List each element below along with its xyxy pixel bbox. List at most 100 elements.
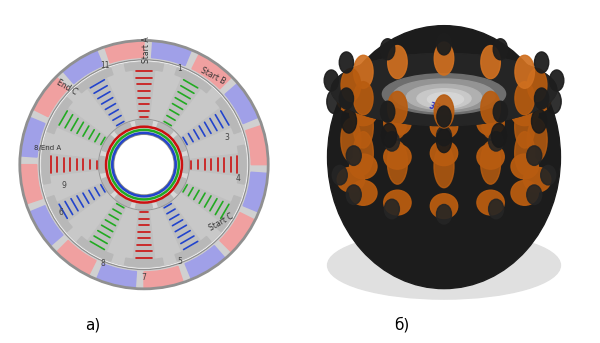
- Ellipse shape: [477, 110, 504, 135]
- Ellipse shape: [535, 52, 549, 73]
- Wedge shape: [86, 76, 127, 131]
- Ellipse shape: [385, 132, 400, 151]
- Wedge shape: [177, 181, 233, 222]
- Ellipse shape: [436, 204, 452, 224]
- Text: Start C: Start C: [208, 212, 235, 233]
- Wedge shape: [161, 76, 202, 131]
- Ellipse shape: [331, 54, 557, 126]
- Ellipse shape: [406, 84, 482, 110]
- Ellipse shape: [511, 154, 538, 179]
- Wedge shape: [125, 258, 163, 267]
- Ellipse shape: [341, 118, 361, 161]
- Wedge shape: [57, 240, 96, 275]
- Ellipse shape: [488, 132, 503, 151]
- Wedge shape: [47, 154, 103, 176]
- Circle shape: [39, 60, 249, 270]
- Ellipse shape: [350, 74, 377, 99]
- Ellipse shape: [417, 89, 471, 108]
- Ellipse shape: [350, 154, 377, 179]
- Ellipse shape: [339, 88, 353, 109]
- Ellipse shape: [380, 39, 395, 60]
- Ellipse shape: [515, 55, 535, 88]
- Wedge shape: [157, 123, 173, 135]
- Circle shape: [98, 119, 190, 210]
- Ellipse shape: [436, 129, 452, 153]
- Ellipse shape: [406, 83, 482, 110]
- Ellipse shape: [353, 55, 373, 88]
- Wedge shape: [102, 177, 115, 193]
- Wedge shape: [175, 237, 211, 261]
- Ellipse shape: [331, 54, 557, 126]
- Wedge shape: [47, 196, 72, 232]
- Ellipse shape: [430, 141, 458, 166]
- Wedge shape: [173, 177, 186, 193]
- Ellipse shape: [515, 82, 535, 115]
- Wedge shape: [105, 42, 144, 63]
- Wedge shape: [144, 267, 183, 288]
- Wedge shape: [55, 181, 111, 222]
- Ellipse shape: [432, 93, 462, 105]
- Wedge shape: [100, 156, 106, 173]
- Text: 6: 6: [59, 209, 64, 217]
- Wedge shape: [64, 51, 103, 84]
- Text: 3: 3: [224, 132, 229, 142]
- Circle shape: [113, 134, 175, 195]
- Ellipse shape: [384, 190, 411, 215]
- Ellipse shape: [434, 145, 454, 188]
- Wedge shape: [136, 203, 152, 209]
- Text: 11: 11: [101, 61, 110, 70]
- Ellipse shape: [515, 105, 535, 148]
- Wedge shape: [30, 206, 63, 245]
- Ellipse shape: [430, 194, 458, 218]
- Wedge shape: [102, 136, 115, 152]
- Wedge shape: [97, 264, 136, 287]
- Text: б): б): [394, 317, 410, 333]
- Wedge shape: [220, 213, 254, 252]
- Ellipse shape: [535, 88, 549, 109]
- Ellipse shape: [546, 90, 561, 114]
- Ellipse shape: [527, 185, 542, 204]
- Ellipse shape: [523, 167, 551, 192]
- Ellipse shape: [341, 69, 361, 102]
- Ellipse shape: [384, 65, 411, 90]
- Wedge shape: [243, 172, 267, 212]
- Text: 8: 8: [100, 260, 105, 269]
- Ellipse shape: [434, 42, 454, 75]
- Wedge shape: [152, 42, 191, 66]
- Ellipse shape: [382, 74, 506, 114]
- Ellipse shape: [339, 52, 353, 73]
- Ellipse shape: [477, 144, 504, 169]
- Wedge shape: [115, 194, 131, 206]
- Ellipse shape: [384, 74, 504, 114]
- Ellipse shape: [477, 190, 504, 215]
- Text: 330: 330: [429, 101, 446, 114]
- Ellipse shape: [511, 180, 538, 205]
- Ellipse shape: [434, 95, 454, 128]
- Wedge shape: [161, 198, 202, 253]
- Text: 5: 5: [178, 257, 182, 266]
- Ellipse shape: [430, 114, 458, 139]
- Ellipse shape: [481, 91, 500, 125]
- Ellipse shape: [430, 61, 458, 86]
- Ellipse shape: [550, 70, 564, 91]
- Ellipse shape: [527, 69, 547, 102]
- Wedge shape: [42, 145, 50, 184]
- Ellipse shape: [350, 180, 377, 205]
- Ellipse shape: [327, 90, 342, 114]
- Ellipse shape: [385, 199, 400, 219]
- Ellipse shape: [434, 92, 454, 135]
- Text: 7: 7: [142, 273, 146, 282]
- Ellipse shape: [341, 109, 356, 133]
- Circle shape: [20, 40, 268, 289]
- Wedge shape: [55, 107, 111, 148]
- Circle shape: [41, 62, 247, 268]
- Ellipse shape: [481, 46, 500, 79]
- Ellipse shape: [384, 144, 411, 169]
- Ellipse shape: [511, 74, 538, 99]
- Ellipse shape: [437, 34, 451, 55]
- Ellipse shape: [493, 101, 508, 122]
- Ellipse shape: [324, 70, 338, 91]
- Wedge shape: [185, 154, 241, 176]
- Text: Start A: Start A: [142, 36, 151, 63]
- Ellipse shape: [527, 118, 547, 161]
